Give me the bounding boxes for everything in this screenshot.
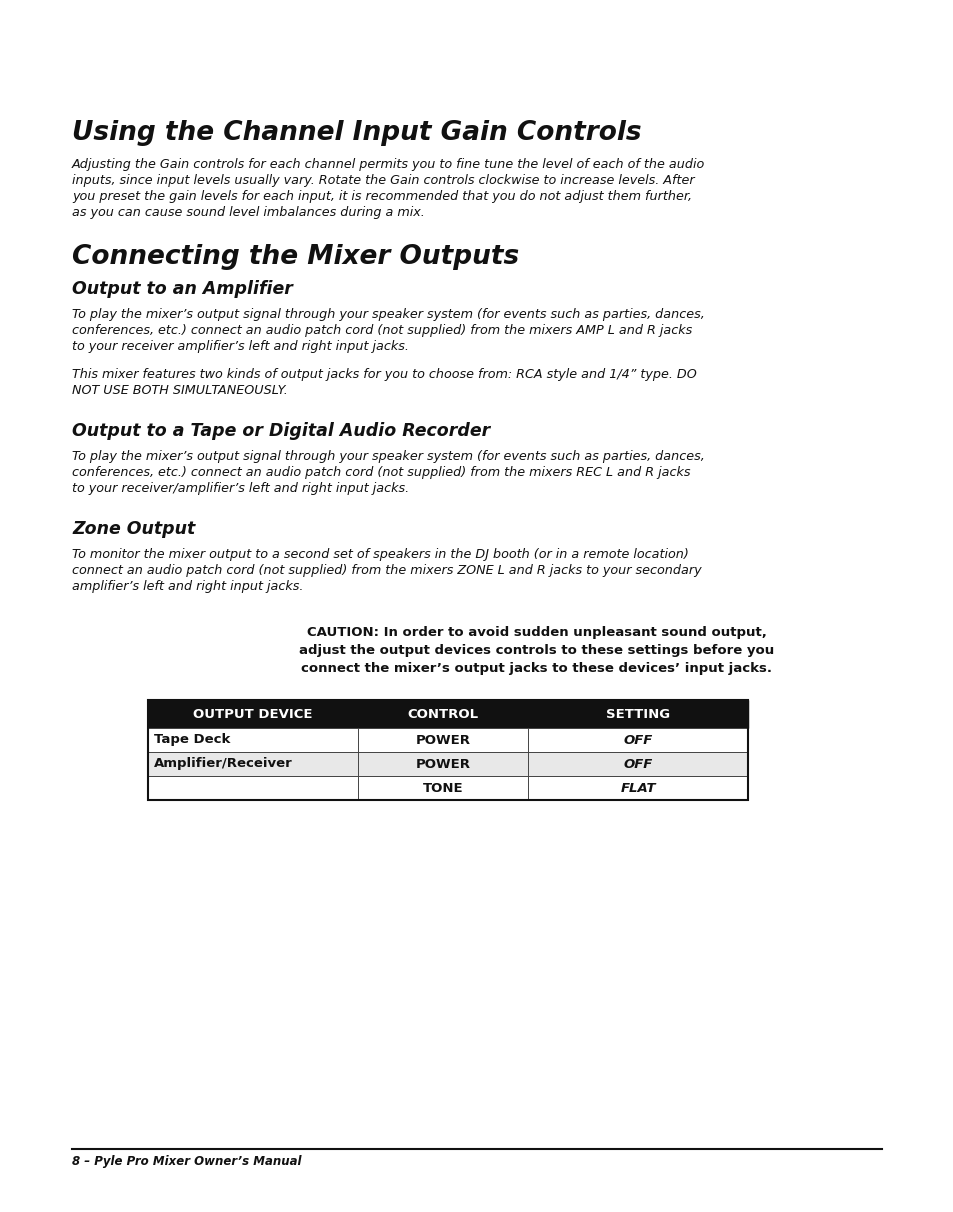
Text: POWER: POWER bbox=[416, 758, 470, 771]
Text: This mixer features two kinds of output jacks for you to choose from: RCA style : This mixer features two kinds of output … bbox=[71, 368, 696, 381]
Text: TONE: TONE bbox=[422, 782, 463, 795]
Text: To play the mixer’s output signal through your speaker system (for events such a: To play the mixer’s output signal throug… bbox=[71, 450, 704, 463]
Text: to your receiver amplifier’s left and right input jacks.: to your receiver amplifier’s left and ri… bbox=[71, 341, 409, 353]
Text: amplifier’s left and right input jacks.: amplifier’s left and right input jacks. bbox=[71, 581, 303, 593]
Text: Connecting the Mixer Outputs: Connecting the Mixer Outputs bbox=[71, 244, 518, 270]
Text: Tape Deck: Tape Deck bbox=[153, 733, 230, 747]
Bar bbox=[148, 701, 747, 728]
Text: OFF: OFF bbox=[622, 733, 652, 747]
Text: Zone Output: Zone Output bbox=[71, 520, 195, 538]
Text: connect an audio patch cord (not supplied) from the mixers ZONE L and R jacks to: connect an audio patch cord (not supplie… bbox=[71, 564, 700, 577]
Text: To play the mixer’s output signal through your speaker system (for events such a: To play the mixer’s output signal throug… bbox=[71, 308, 704, 321]
Text: conferences, etc.) connect an audio patch cord (not supplied) from the mixers RE: conferences, etc.) connect an audio patc… bbox=[71, 465, 690, 479]
Bar bbox=[148, 776, 747, 800]
Text: conferences, etc.) connect an audio patch cord (not supplied) from the mixers AM: conferences, etc.) connect an audio patc… bbox=[71, 324, 692, 337]
Text: 8 – Pyle Pro Mixer Owner’s Manual: 8 – Pyle Pro Mixer Owner’s Manual bbox=[71, 1155, 301, 1168]
Text: as you can cause sound level imbalances during a mix.: as you can cause sound level imbalances … bbox=[71, 206, 424, 219]
Bar bbox=[148, 728, 747, 751]
Text: Adjusting the Gain controls for each channel permits you to fine tune the level : Adjusting the Gain controls for each cha… bbox=[71, 158, 704, 171]
Text: you preset the gain levels for each input, it is recommended that you do not adj: you preset the gain levels for each inpu… bbox=[71, 190, 691, 202]
Text: CONTROL: CONTROL bbox=[407, 708, 478, 720]
Bar bbox=[148, 751, 747, 776]
Text: Output to a Tape or Digital Audio Recorder: Output to a Tape or Digital Audio Record… bbox=[71, 422, 490, 440]
Text: OFF: OFF bbox=[622, 758, 652, 771]
Text: Amplifier/Receiver: Amplifier/Receiver bbox=[153, 758, 293, 771]
Text: adjust the output devices controls to these settings before you: adjust the output devices controls to th… bbox=[299, 644, 774, 657]
Text: To monitor the mixer output to a second set of speakers in the DJ booth (or in a: To monitor the mixer output to a second … bbox=[71, 548, 688, 561]
Text: POWER: POWER bbox=[416, 733, 470, 747]
Text: CAUTION: In order to avoid sudden unpleasant sound output,: CAUTION: In order to avoid sudden unplea… bbox=[307, 627, 766, 639]
Text: connect the mixer’s output jacks to these devices’ input jacks.: connect the mixer’s output jacks to thes… bbox=[301, 662, 772, 675]
Text: inputs, since input levels usually vary. Rotate the Gain controls clockwise to i: inputs, since input levels usually vary.… bbox=[71, 175, 694, 187]
Text: FLAT: FLAT bbox=[619, 782, 655, 795]
Text: to your receiver/amplifier’s left and right input jacks.: to your receiver/amplifier’s left and ri… bbox=[71, 482, 409, 494]
Text: OUTPUT DEVICE: OUTPUT DEVICE bbox=[193, 708, 313, 720]
Text: Using the Channel Input Gain Controls: Using the Channel Input Gain Controls bbox=[71, 120, 641, 145]
Text: Output to an Amplifier: Output to an Amplifier bbox=[71, 280, 293, 298]
Text: SETTING: SETTING bbox=[605, 708, 669, 720]
Text: NOT USE BOTH SIMULTANEOUSLY.: NOT USE BOTH SIMULTANEOUSLY. bbox=[71, 384, 288, 398]
Bar bbox=[148, 701, 747, 800]
